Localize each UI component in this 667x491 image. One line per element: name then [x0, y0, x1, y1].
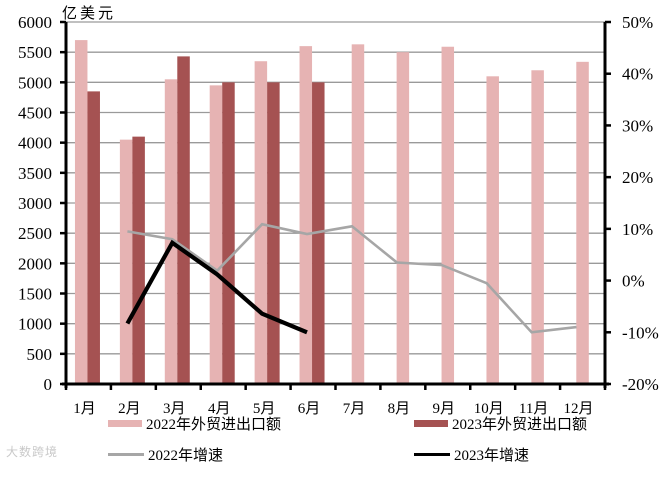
x-tick-label: 10月	[474, 401, 504, 417]
legend-item-2022-amount: 2022年外贸进出口额	[108, 413, 281, 434]
gridlines	[66, 21, 605, 355]
y2-tick-label: 0%	[622, 272, 645, 291]
x-tick-label: 9月	[433, 401, 456, 417]
legend-label: 2023年增速	[454, 448, 530, 464]
y2-tick-label: 10%	[622, 220, 653, 239]
y-tick-label: 6000	[18, 13, 52, 32]
y2-tick-label: 50%	[622, 13, 653, 32]
bar-2023	[267, 82, 280, 384]
legend-swatch-2023-line	[414, 453, 450, 456]
y2-tick-label: 40%	[622, 65, 653, 84]
x-tick-label: 2月	[118, 401, 141, 417]
x-tick-label: 6月	[298, 401, 321, 417]
bar-series	[74, 40, 589, 385]
legend-label: 2022年外贸进出口额	[146, 417, 282, 433]
x-tick-label: 5月	[253, 401, 276, 417]
y2-tick-label: 20%	[622, 168, 653, 187]
legend-swatch-2022-bar	[108, 420, 142, 427]
bar-2022	[531, 70, 544, 385]
y2-tick-label: 30%	[622, 116, 653, 135]
bar-2022	[74, 40, 88, 384]
legend-item-2023-growth: 2023年增速	[414, 444, 529, 465]
y-tick-label: 2500	[18, 224, 52, 243]
bar-2023	[177, 56, 190, 384]
legend-label: 2023年外贸进出口额	[452, 417, 588, 433]
bar-2022	[396, 52, 410, 385]
x-tick-label: 11月	[519, 401, 548, 417]
y2-tick-label: -10%	[622, 323, 659, 342]
right-y-axis-ticks: -20% -10% 0% 10% 20% 30% 40% 50%	[605, 13, 659, 394]
y2-tick-label: -20%	[622, 375, 659, 394]
line-series	[125, 222, 577, 335]
legend-item-2022-growth: 2022年增速	[108, 444, 223, 465]
bar-2022	[441, 46, 455, 385]
bar-2022	[209, 85, 223, 384]
y-tick-label: 4000	[18, 134, 52, 153]
legend-item-2023-amount: 2023年外贸进出口额	[414, 413, 587, 434]
watermark: 大数跨境	[6, 445, 59, 459]
x-axis-ticks: 1月 2月 3月 4月 5月 6月 7月 8月 9月 10月 11月 12月	[64, 384, 607, 417]
bar-2023	[222, 82, 235, 384]
y-tick-label: 5500	[18, 43, 52, 62]
legend-swatch-2023-bar	[414, 420, 448, 427]
y-axis-unit-label: 亿美元	[62, 6, 117, 22]
y-tick-label: 4500	[18, 104, 52, 123]
y-tick-label: 3500	[18, 164, 52, 183]
bar-2023	[132, 136, 145, 384]
bar-2022	[164, 79, 178, 385]
y-tick-label: 0	[44, 375, 53, 394]
legend-label: 2022年增速	[148, 448, 224, 464]
bar-2022	[119, 139, 133, 384]
line-2023-growth	[125, 239, 308, 335]
y-tick-label: 5000	[18, 73, 52, 92]
x-tick-label: 7月	[343, 401, 366, 417]
y-tick-label: 3000	[18, 194, 52, 213]
bar-2022	[486, 76, 499, 385]
x-tick-label: 12月	[564, 401, 594, 417]
bar-2022	[299, 46, 313, 385]
legend-swatch-2022-line	[108, 453, 144, 456]
x-tick-label: 3月	[163, 401, 186, 417]
line-2022-growth	[127, 222, 577, 334]
bar-2022	[576, 61, 589, 384]
bar-2023	[87, 91, 100, 384]
left-y-axis-ticks: 0 500 1000 1500 2000 2500 3000 3500 4000 4500 5000…	[18, 13, 66, 394]
y-tick-label: 1000	[18, 315, 52, 334]
y-tick-label: 500	[27, 345, 53, 364]
y-tick-label: 1500	[18, 285, 52, 304]
bar-2022	[254, 61, 268, 384]
bar-2022	[351, 44, 365, 384]
y-tick-label: 2000	[18, 254, 52, 273]
x-tick-label: 8月	[388, 401, 411, 417]
x-tick-label: 4月	[208, 401, 231, 417]
x-tick-label: 1月	[73, 401, 96, 417]
